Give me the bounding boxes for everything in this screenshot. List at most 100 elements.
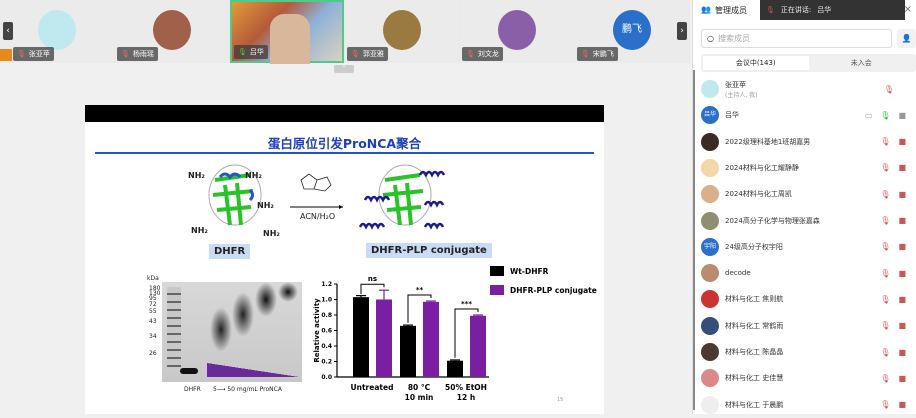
mic-off-icon[interactable]: 🎙 bbox=[880, 347, 891, 357]
bar bbox=[400, 325, 416, 377]
member-row[interactable]: 2024材料与化工周凯 🎙 ■ bbox=[701, 181, 916, 207]
camera-off-icon[interactable]: ■ bbox=[898, 216, 906, 225]
name-tag: 🎙 杨雨瑶 bbox=[117, 47, 158, 61]
mic-on-icon[interactable]: 🎙 bbox=[880, 110, 891, 120]
mic-off-icon[interactable]: 🎙 bbox=[880, 216, 891, 225]
member-row[interactable]: 材料与化工 陈晶晶 🎙 ■ bbox=[701, 339, 916, 365]
camera-off-icon[interactable]: ■ bbox=[898, 189, 906, 199]
mic-off-icon[interactable]: 🎙 bbox=[880, 137, 891, 147]
camera-off-icon[interactable]: ■ bbox=[898, 242, 906, 252]
avatar bbox=[701, 369, 719, 388]
nh2-label: NH₂ bbox=[191, 226, 208, 235]
name-tag: 🎙 吕华 bbox=[234, 45, 268, 59]
member-row[interactable]: 吕华 吕华 ▭ 🎙 ■ bbox=[701, 102, 916, 128]
camera-off-icon[interactable]: ■ bbox=[898, 137, 906, 147]
significance-label: ** bbox=[416, 286, 424, 294]
mic-off-icon[interactable]: 🎙 bbox=[883, 84, 894, 94]
invite-user-icon[interactable]: 👤 bbox=[897, 29, 916, 48]
camera-icon[interactable]: ■ bbox=[898, 110, 906, 120]
legend-swatch bbox=[490, 266, 504, 276]
mic-off-icon[interactable]: 🎙 bbox=[880, 294, 891, 304]
speaking-name: 吕华 bbox=[817, 6, 832, 14]
camera-off-icon[interactable]: ■ bbox=[898, 321, 906, 331]
host-icon bbox=[0, 49, 12, 61]
nh2-label: NH₂ bbox=[188, 171, 205, 180]
camera-off-icon[interactable]: ■ bbox=[898, 163, 906, 173]
bar bbox=[447, 360, 463, 377]
camera-off-icon[interactable]: ■ bbox=[898, 347, 906, 357]
avatar bbox=[701, 316, 719, 335]
gel-marker-label: 130 bbox=[149, 290, 161, 297]
video-tile[interactable]: 🎙 张亚苹 bbox=[0, 0, 114, 63]
x-tick-label: 10 min bbox=[405, 393, 434, 402]
mic-on-icon: 🎙 bbox=[238, 48, 247, 56]
member-row[interactable]: 材料与化工 焦则航 🎙 ■ bbox=[701, 286, 916, 312]
nh2-label: NH₂ bbox=[263, 229, 280, 238]
camera-off-icon[interactable]: ■ bbox=[898, 400, 906, 410]
mic-off-icon[interactable]: 🎙 bbox=[880, 373, 891, 383]
member-row[interactable]: 材料与化工 于晨鹏 🎙 ■ bbox=[701, 392, 916, 418]
bar bbox=[353, 297, 369, 377]
mic-off-icon[interactable]: 🎙 bbox=[880, 268, 891, 278]
bar bbox=[423, 301, 439, 377]
avatar bbox=[38, 10, 76, 50]
member-row[interactable]: 材料与化工 常鹤雨 🎙 ■ bbox=[701, 313, 916, 339]
member-name: 材料与化工 史佳慧 bbox=[725, 374, 784, 383]
gel-marker-label: 180 bbox=[149, 285, 161, 292]
proline-nca-molecule bbox=[300, 173, 332, 192]
avatar bbox=[383, 10, 421, 50]
mic-off-icon: 🎙 bbox=[351, 50, 360, 58]
close-icon[interactable]: × bbox=[903, 4, 912, 15]
collapse-strip-button[interactable]: ⌃ bbox=[334, 65, 354, 73]
gel-marker-label: 26 bbox=[149, 350, 157, 357]
x-tick-label: Untreated bbox=[351, 383, 394, 392]
avatar bbox=[701, 80, 719, 98]
gel-lane-label: DHFR bbox=[184, 386, 201, 393]
nh2-label: NH₂ bbox=[245, 171, 262, 180]
protein-scheme bbox=[208, 164, 446, 230]
member-row[interactable]: 2024高分子化学与物理张嘉森 🎙 ■ bbox=[701, 208, 916, 234]
participant-name: 刘文龙 bbox=[477, 50, 499, 58]
search-input[interactable]: ○ 搜索成员 bbox=[701, 29, 892, 48]
dhfr-structure bbox=[208, 164, 262, 226]
member-row[interactable]: decode 🎙 ■ bbox=[701, 260, 916, 286]
video-tile[interactable]: 鹏飞 🎙 宋鹏飞 bbox=[575, 0, 689, 63]
member-row[interactable]: 2024材料与化工耀静静 🎙 ■ bbox=[701, 155, 916, 181]
gel-marker-label: 95 bbox=[149, 295, 157, 302]
scrollbar[interactable] bbox=[693, 70, 695, 410]
significance-bracket bbox=[454, 308, 479, 358]
member-row[interactable]: 2022级理科基地1班胡嘉男 🎙 ■ bbox=[701, 129, 916, 155]
mic-off-icon[interactable]: 🎙 bbox=[880, 189, 891, 199]
tab-in-meeting[interactable]: 会议中(143) bbox=[703, 56, 809, 70]
camera-off-icon[interactable]: ■ bbox=[898, 268, 906, 278]
member-row[interactable]: 张亚苹 (主持人, 我) 🎙 bbox=[701, 76, 916, 102]
member-row[interactable]: 材料与化工 史佳慧 🎙 ■ bbox=[701, 365, 916, 391]
avatar bbox=[498, 10, 536, 50]
speaking-indicator: 🎙 正在讲话: 吕华 bbox=[760, 0, 905, 20]
mic-off-icon[interactable]: 🎙 bbox=[880, 321, 891, 331]
panel-header: 👥 管理成员 bbox=[701, 5, 747, 16]
camera-off-icon[interactable]: ■ bbox=[898, 294, 906, 304]
search-icon: ○ bbox=[707, 34, 714, 43]
mic-off-icon[interactable]: 🎙 bbox=[880, 400, 891, 410]
tab-not-joined[interactable]: 未入会 bbox=[850, 59, 872, 67]
chevron-right-icon[interactable]: › bbox=[677, 22, 687, 40]
video-tile[interactable]: 🎙 杨雨瑶 bbox=[115, 0, 229, 63]
video-tile[interactable]: 🎙 吕华 bbox=[230, 0, 344, 64]
camera-off-icon[interactable]: ■ bbox=[898, 373, 906, 383]
member-name: 24级高分子权宇阳 bbox=[725, 242, 783, 251]
avatar bbox=[701, 185, 719, 204]
y-tick-label: 1.0 bbox=[321, 297, 332, 304]
member-row[interactable]: 宇阳 24级高分子权宇阳 🎙 ■ bbox=[701, 234, 916, 260]
video-tile[interactable]: 🎙 郭亚雅 bbox=[345, 0, 459, 63]
avatar bbox=[701, 264, 719, 283]
activity-bar-chart: 0.0 0.2 0.4 0.6 0.8 1.0 1.2 Relative activity ns… bbox=[313, 266, 597, 402]
y-tick-label: 0.0 bbox=[321, 374, 332, 381]
mic-off-icon[interactable]: 🎙 bbox=[880, 163, 891, 173]
screen-share-icon[interactable]: ▭ bbox=[864, 110, 873, 120]
chevron-left-icon[interactable]: ‹ bbox=[3, 22, 13, 40]
mic-off-icon[interactable]: 🎙 bbox=[880, 242, 891, 252]
avatar bbox=[701, 211, 719, 230]
title-rule bbox=[95, 152, 594, 154]
video-tile[interactable]: 🎙 刘文龙 bbox=[460, 0, 574, 63]
